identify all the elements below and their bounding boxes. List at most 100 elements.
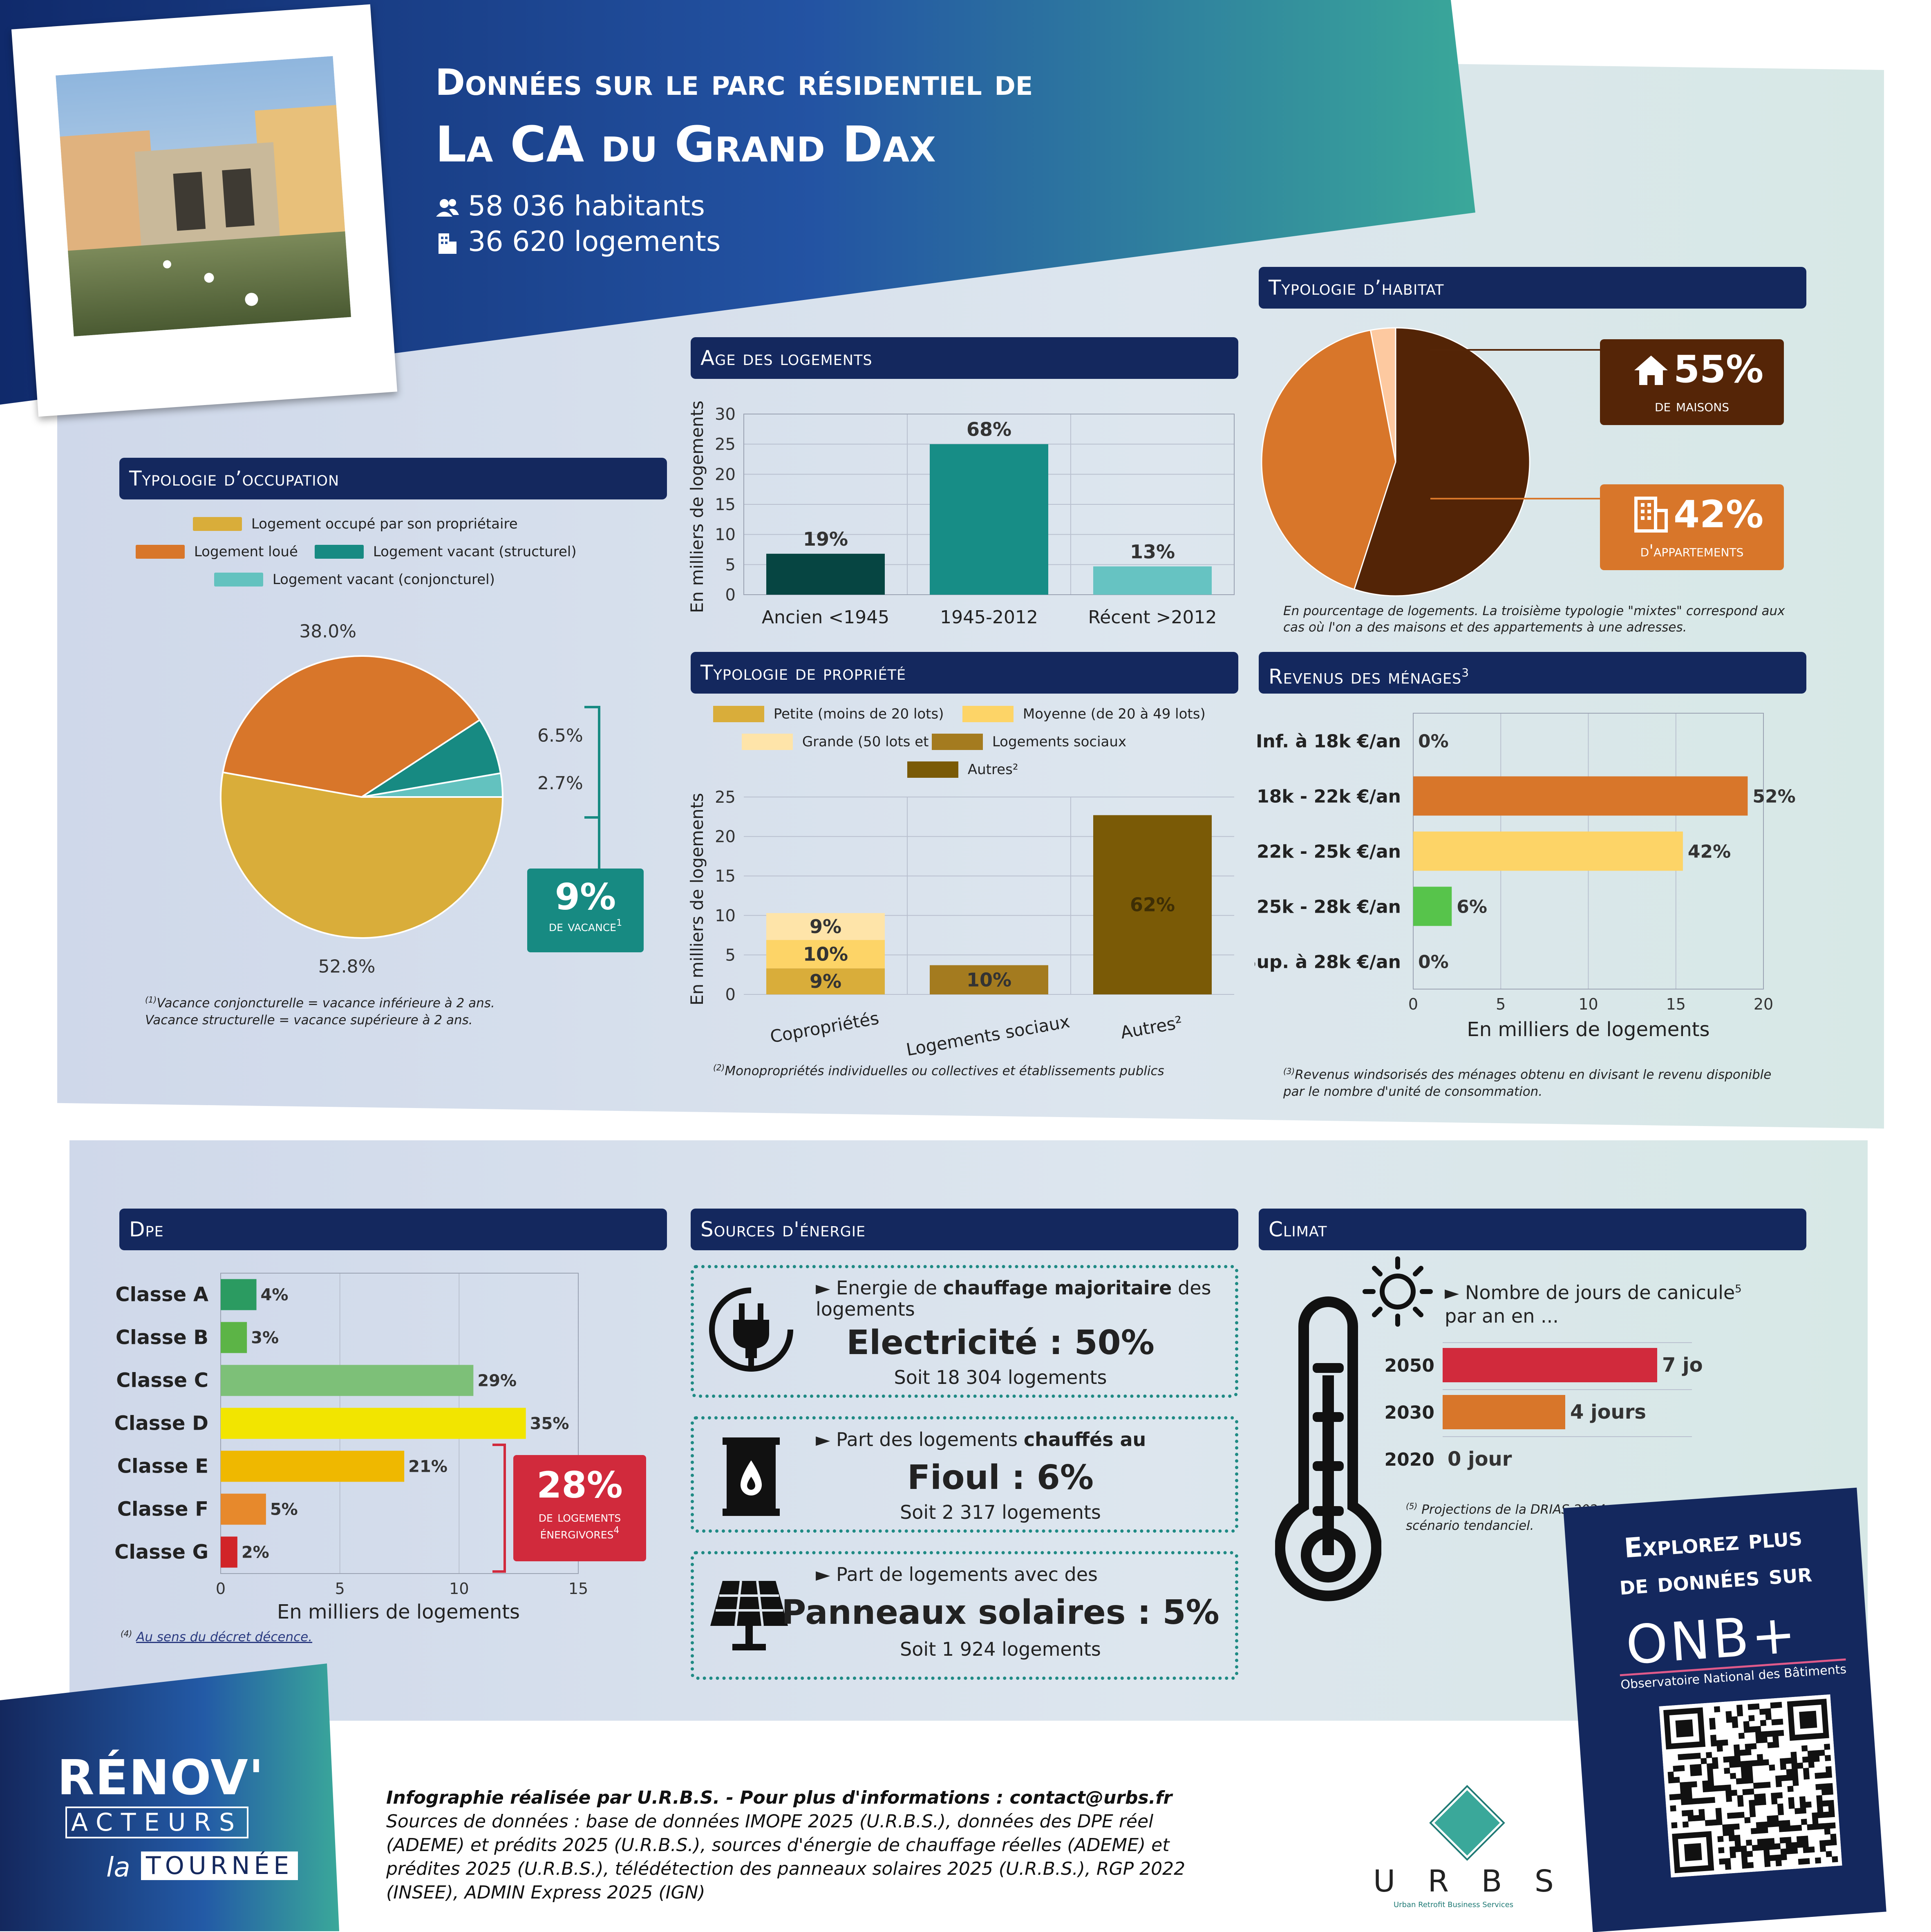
bar: [1413, 887, 1452, 926]
bar: [1443, 1395, 1565, 1429]
y-tick-label: 10: [715, 526, 736, 544]
y-tick-label: Classe B: [116, 1326, 208, 1349]
footer-credits: Infographie réalisée par U.R.B.S. - Pour…: [386, 1787, 1186, 1903]
legend-item-proprietaire: Logement occupé par son propriétaire: [193, 515, 518, 532]
data-label: 0 jour: [1448, 1448, 1512, 1471]
data-label: 68%: [967, 419, 1011, 441]
section-header-revenus: Revenus des ménages3: [1259, 652, 1806, 694]
bar: [221, 1279, 257, 1310]
legend-label: Petite (moins de 20 lots): [773, 705, 944, 722]
habitat-note: En pourcentage de logements. La troisièm…: [1283, 604, 1785, 635]
section-header-age: Age des logements: [691, 337, 1238, 379]
energy-box1-value: Electricité : 50%: [846, 1323, 1155, 1362]
x-tick-label: Logements sociaux: [905, 1011, 1072, 1060]
legend-item-moyenne: Moyenne (de 20 à 49 lots): [962, 705, 1206, 722]
y-tick-label: Classe C: [116, 1369, 208, 1392]
x-tick-label: 10: [1578, 995, 1598, 1013]
bar: [221, 1408, 526, 1439]
onb-card[interactable]: Explorez plus de données sur ONB+ Observ…: [1563, 1487, 1886, 1932]
bar: [221, 1322, 247, 1353]
dpe-bar-chart: 0 5 10 15 4% Classe A 3% Classe B 29% Classe C 35%…: [114, 1273, 588, 1623]
x-tick-label: 0: [216, 1580, 226, 1598]
bar-segment: [930, 965, 1048, 994]
data-label: 4 jours: [1570, 1401, 1646, 1424]
legend-label: Logement vacant (structurel): [373, 543, 577, 560]
energy-box1-title: ► Energie de chauffage majoritaire des lo…: [816, 1277, 1211, 1320]
y-axis-label: En milliers de logements: [687, 793, 707, 1005]
energy-box3-sub: Soit 1 924 logements: [900, 1638, 1101, 1660]
energy-box3-value: Panneaux solaires : 5%: [781, 1593, 1219, 1632]
x-tick-label: 10: [449, 1580, 469, 1598]
pie-label: 38.0%: [299, 621, 356, 642]
bar-segment: [766, 968, 885, 994]
energivores-label-2: énergivores4: [540, 1525, 620, 1542]
legend-label: Logement loué: [194, 543, 298, 560]
x-tick-label: 1945-2012: [940, 607, 1038, 628]
propriete-note: (2)Monopropriétés individuelles ou colle…: [713, 1063, 1164, 1079]
appartements-badge: 42% d'appartements: [1600, 484, 1784, 570]
data-label: 52%: [1752, 786, 1795, 807]
energy-box2-title: ► Part des logements chauffés au: [816, 1428, 1146, 1451]
habitants-count: 58 036 habitants: [468, 190, 705, 222]
data-label: 29%: [477, 1372, 517, 1390]
vacance-badge: 9% de vacance1: [527, 869, 644, 952]
bar: [221, 1451, 405, 1482]
y-tick-label: 22k - 25k €/an: [1257, 842, 1401, 862]
urbs-logo-tagline: Urban Retrofit Business Services: [1394, 1901, 1514, 1909]
legend-item-petite: Petite (moins de 20 lots): [713, 705, 944, 722]
habitat-pie-chart: [1261, 327, 1530, 597]
energivores-pct: 28%: [537, 1464, 623, 1506]
revenus-note: (3)Revenus windsorisés des ménages obten…: [1283, 1066, 1772, 1099]
x-tick-label: Copropriétés: [769, 1008, 881, 1047]
data-label: 21%: [408, 1457, 448, 1476]
qr-finder: [1675, 1719, 1694, 1737]
legend-item-vacant-structurel: Logement vacant (structurel): [315, 543, 577, 560]
energy-box-solaire: ► Part de logements avec des Panneaux so…: [691, 1551, 1238, 1680]
y-tick-label: 2050: [1385, 1355, 1434, 1376]
legend-label: Logement vacant (conjoncturel): [272, 571, 495, 588]
y-tick-label: 20: [715, 465, 736, 484]
data-label: 9%: [810, 970, 841, 992]
logements-count: 36 620 logements: [468, 226, 721, 258]
renov-title: RÉNOV': [57, 1749, 264, 1806]
y-tick-label: 15: [715, 495, 736, 514]
y-tick-label: 5: [725, 555, 736, 574]
bar: [930, 444, 1048, 595]
building-icon: [435, 231, 460, 257]
bar: [1413, 831, 1683, 871]
data-label: 19%: [803, 528, 848, 550]
urbs-logo-mark: [1429, 1785, 1505, 1861]
data-label: 35%: [530, 1415, 569, 1433]
y-tick-label: Classe A: [115, 1283, 208, 1306]
y-tick-label: 0: [725, 586, 736, 604]
legend-label: Logement occupé par son propriétaire: [251, 515, 518, 532]
legend-item-vacant-conjoncturel: Logement vacant (conjoncturel): [214, 571, 495, 588]
section-header-occupation: Typologie d’occupation: [119, 458, 667, 499]
occupation-note: (1)Vacance conjoncturelle = vacance infé…: [145, 995, 495, 1028]
bar: [221, 1493, 266, 1525]
qr-code[interactable]: [1659, 1694, 1842, 1878]
occupation-pie-chart: 52.8% 38.0% 6.5% 2.7%: [220, 621, 583, 977]
data-label: 0%: [1418, 952, 1449, 973]
house-icon: [1633, 354, 1669, 388]
x-tick-label: Récent >2012: [1088, 607, 1217, 628]
pie-slice: [1369, 327, 1396, 462]
bar: [1443, 1348, 1657, 1382]
x-tick-label: Ancien <1945: [762, 607, 889, 628]
legend-label: Autres²: [967, 761, 1018, 778]
maisons-badge: 55% de maisons: [1600, 339, 1784, 425]
y-tick-label: Classe F: [117, 1498, 208, 1521]
x-tick-label: 15: [568, 1580, 588, 1598]
qr-finder: [1799, 1710, 1817, 1729]
x-tick-label: Autres²: [1119, 1012, 1184, 1043]
page-title-line1: Données sur le parc résidentiel de: [435, 61, 1033, 103]
data-label: 13%: [1130, 541, 1175, 563]
y-tick-label: 18k - 22k €/an: [1257, 786, 1401, 807]
legend-label: Moyenne (de 20 à 49 lots): [1023, 705, 1206, 722]
qr-finder: [1684, 1843, 1702, 1861]
data-label: 42%: [1688, 842, 1731, 862]
section-header-climat: Climat: [1259, 1209, 1806, 1250]
y-tick-label: 30: [715, 405, 736, 424]
age-bar-chart: 0 5 10 15 20 25 30 19% Ancien <1945 68% 1945-2012 1…: [687, 401, 1235, 628]
y-tick-label: 20: [715, 828, 736, 846]
